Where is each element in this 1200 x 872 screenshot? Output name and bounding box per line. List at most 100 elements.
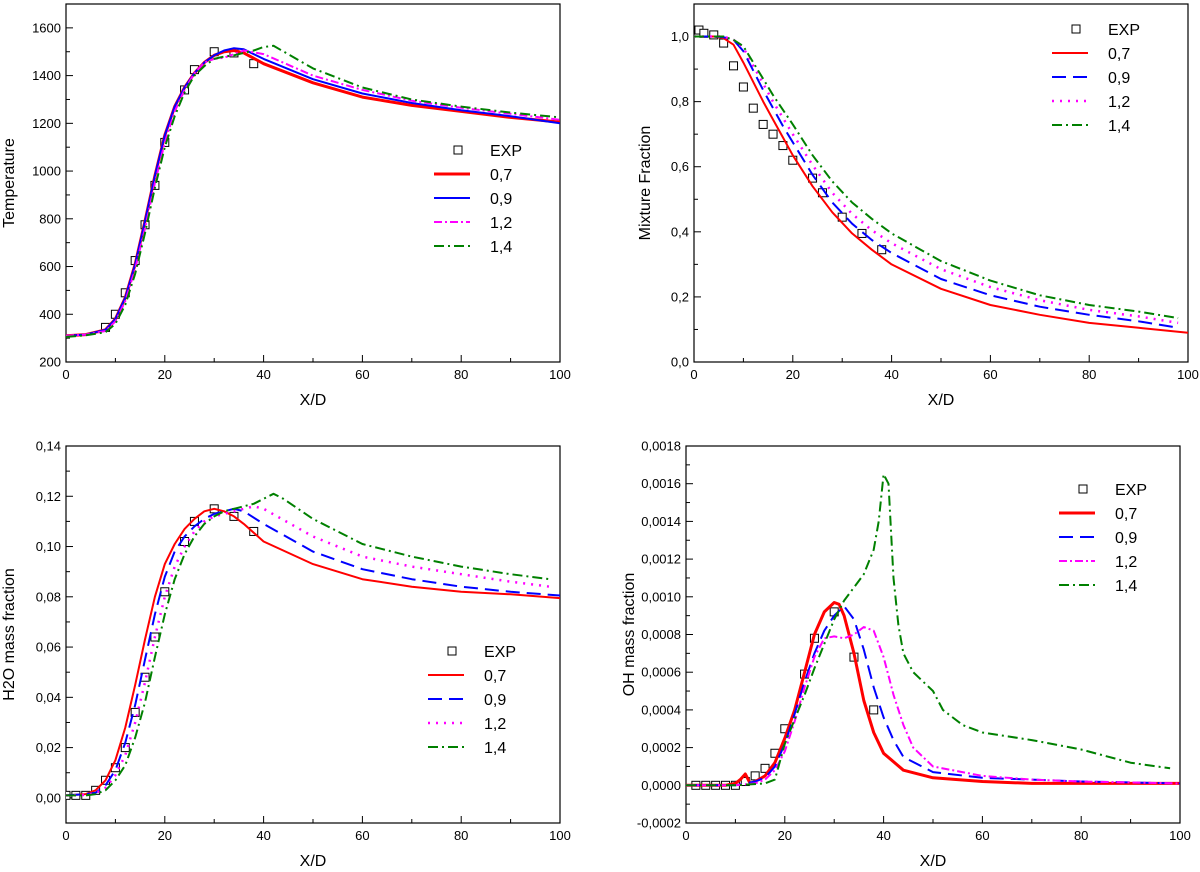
y-tick-label: 0,4 xyxy=(671,224,689,239)
chart-panel-1: 0 20 40 60 80 100 200 400 600 800 1000 1200 1400 1600… xyxy=(1,3,571,409)
legend-label: 1,4 xyxy=(490,239,512,256)
series-line-1-4 xyxy=(694,35,1179,320)
legend-marker xyxy=(1078,484,1088,494)
y-tick-label: 1200 xyxy=(32,116,61,131)
x-tick-label: 60 xyxy=(983,367,997,382)
x-axis-label: X/D xyxy=(300,392,327,409)
legend-label: 0,7 xyxy=(484,668,506,685)
exp-data-point xyxy=(130,707,140,717)
legend-label: 1,2 xyxy=(1108,94,1130,111)
x-tick-label: 20 xyxy=(786,367,800,382)
series-line-1-4 xyxy=(66,492,551,797)
x-tick-label: 100 xyxy=(1177,367,1199,382)
legend-label: 0,9 xyxy=(1108,70,1130,87)
plot-area xyxy=(694,25,1188,334)
x-tick-label: 60 xyxy=(355,367,369,382)
legend-label: EXP xyxy=(1115,482,1147,499)
exp-data-point xyxy=(758,119,768,129)
y-tick-label: 0,0006 xyxy=(641,665,681,680)
legend: EXP 0,7 0,9 1,2 1,4 xyxy=(434,143,522,256)
y-axis-label: Mixture Fraction xyxy=(637,126,654,241)
series-line-0-7 xyxy=(686,601,1180,787)
exp-data-point xyxy=(857,228,867,238)
y-tick-label: 600 xyxy=(39,259,61,274)
y-tick-label: 0,14 xyxy=(36,439,61,454)
series-line-0-7 xyxy=(694,35,1188,334)
x-tick-label: 0 xyxy=(62,367,69,382)
x-tick-label: 80 xyxy=(454,828,468,843)
x-tick-label: 60 xyxy=(975,828,989,843)
y-tick-label: 0,8 xyxy=(671,94,689,109)
series-line-1-4 xyxy=(686,473,1171,787)
y-tick-label: 0,0008 xyxy=(641,627,681,642)
y-tick-label: 1000 xyxy=(32,164,61,179)
chart-panel-3: 0 20 40 60 80 100 0,00 0,02 0,04 0,06 0,08 0,10 0,12… xyxy=(1,439,571,871)
y-axis-label: OH mass fraction xyxy=(621,573,638,697)
series-line-0-7 xyxy=(66,507,560,797)
x-tick-label: 60 xyxy=(355,828,369,843)
legend-label: 0,9 xyxy=(1115,530,1137,547)
y-tick-label: 0,0010 xyxy=(641,589,681,604)
x-tick-label: 0 xyxy=(690,367,697,382)
chart-panel-2: 0 20 40 60 80 100 0,0 0,2 0,4 0,6 0,8 1,0 X/D Mixture… xyxy=(637,3,1199,409)
y-tick-label: 0,00 xyxy=(36,790,61,805)
legend-label: 1,2 xyxy=(484,716,506,733)
legend-label: 1,2 xyxy=(490,215,512,232)
legend-label: EXP xyxy=(484,644,516,661)
legend-label: 0,7 xyxy=(1108,46,1130,63)
y-tick-label: -0,0002 xyxy=(637,816,681,831)
x-axis-label: X/D xyxy=(920,853,947,870)
x-tick-label: 80 xyxy=(454,367,468,382)
y-tick-label: 0,08 xyxy=(36,589,61,604)
series-line-1-2 xyxy=(66,505,551,797)
y-tick-label: 0,02 xyxy=(36,740,61,755)
chart-panel-4: 0 20 40 60 80 100 -0,0002 0,0000 0,0002 0,0004 0,0… xyxy=(621,439,1191,871)
exp-data-point xyxy=(768,129,778,139)
y-tick-label: 200 xyxy=(39,355,61,370)
exp-data-point xyxy=(748,103,758,113)
series-line-0-9 xyxy=(694,35,1179,329)
legend-label: EXP xyxy=(490,143,522,160)
legend-label: EXP xyxy=(1108,22,1140,39)
y-tick-label: 1,0 xyxy=(671,29,689,44)
legend-label: 0,9 xyxy=(484,692,506,709)
y-axis-label: Temperature xyxy=(1,138,18,228)
x-tick-label: 80 xyxy=(1074,828,1088,843)
x-tick-label: 20 xyxy=(158,367,172,382)
y-tick-label: 0,06 xyxy=(36,640,61,655)
x-tick-label: 0 xyxy=(62,828,69,843)
y-tick-label: 0,0012 xyxy=(641,552,681,567)
y-tick-label: 800 xyxy=(39,211,61,226)
y-axis-label: H2O mass fraction xyxy=(1,568,18,700)
y-tick-label: 0,0004 xyxy=(641,702,681,717)
plot-area xyxy=(66,492,560,800)
series-line-0-9 xyxy=(66,507,560,797)
series-line-1-4 xyxy=(66,44,560,338)
exp-data-point xyxy=(738,82,748,92)
x-tick-label: 20 xyxy=(158,828,172,843)
x-tick-label: 40 xyxy=(256,828,270,843)
exp-data-point xyxy=(709,30,719,40)
plot-area xyxy=(66,44,560,338)
y-tick-label: 0,0000 xyxy=(641,778,681,793)
legend-marker xyxy=(1071,24,1081,34)
legend-label: 1,4 xyxy=(1115,578,1137,595)
x-tick-label: 100 xyxy=(1169,828,1191,843)
y-tick-label: 1600 xyxy=(32,20,61,35)
x-tick-label: 80 xyxy=(1082,367,1096,382)
exp-data-point xyxy=(729,61,739,71)
legend-label: 0,7 xyxy=(1115,506,1137,523)
x-axis-label: X/D xyxy=(928,392,955,409)
legend-label: 1,4 xyxy=(1108,118,1130,135)
y-tick-label: 0,2 xyxy=(671,289,689,304)
y-tick-label: 0,0018 xyxy=(641,439,681,454)
x-tick-label: 100 xyxy=(549,367,571,382)
x-tick-label: 40 xyxy=(884,367,898,382)
legend-label: 1,2 xyxy=(1115,554,1137,571)
y-tick-label: 0,12 xyxy=(36,489,61,504)
series-line-1-2 xyxy=(66,49,560,337)
legend: EXP 0,7 0,9 1,2 1,4 xyxy=(428,644,516,757)
y-tick-label: 1400 xyxy=(32,68,61,83)
